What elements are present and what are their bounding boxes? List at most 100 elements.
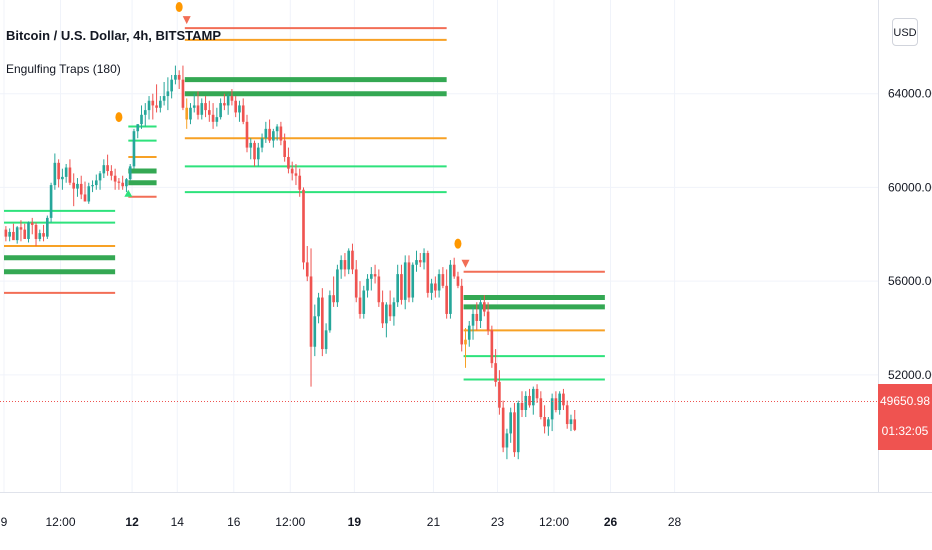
- candle-body: [317, 297, 320, 317]
- candle-body: [253, 142, 256, 160]
- engulf-dot: [454, 238, 462, 249]
- candle: [437, 269, 441, 298]
- candle-body: [230, 96, 234, 101]
- candle: [177, 70, 181, 90]
- candle: [102, 159, 106, 179]
- candle: [64, 164, 68, 183]
- candle: [57, 159, 60, 188]
- candle-body: [94, 180, 98, 186]
- candle-body: [72, 182, 76, 189]
- candle-body: [162, 96, 166, 101]
- candle: [547, 417, 550, 436]
- candle-body: [294, 173, 298, 176]
- candle-body: [407, 262, 411, 298]
- candle-body: [336, 269, 339, 303]
- candle-body: [260, 138, 264, 148]
- candle-body: [483, 302, 486, 312]
- candle: [132, 128, 136, 169]
- price-tick-label: 64000.00: [888, 87, 932, 101]
- candle: [426, 250, 430, 298]
- candle-body: [113, 175, 117, 182]
- candle: [528, 388, 531, 408]
- candle: [434, 276, 437, 298]
- candle: [385, 302, 388, 338]
- candle: [403, 255, 407, 310]
- candle-body: [106, 165, 109, 172]
- candle-body: [196, 105, 200, 115]
- candle: [279, 121, 283, 146]
- candle-body: [121, 182, 124, 187]
- candle: [256, 142, 260, 167]
- candle: [415, 250, 418, 272]
- candle-body: [241, 105, 245, 122]
- candle-body: [531, 388, 535, 406]
- candle-body: [373, 274, 377, 277]
- candle: [19, 220, 23, 242]
- candle-body: [166, 91, 170, 97]
- time-tick-label: 19: [348, 515, 362, 529]
- candle-body: [185, 107, 189, 120]
- candle: [471, 306, 475, 340]
- chart-grid: [0, 0, 878, 492]
- candle-body: [449, 264, 452, 314]
- candle: [313, 304, 317, 357]
- candle-body: [83, 194, 87, 202]
- candle: [189, 103, 192, 125]
- candle-body: [19, 227, 23, 230]
- candle: [336, 264, 339, 307]
- candle: [362, 285, 366, 319]
- candle: [38, 229, 42, 242]
- candle: [196, 91, 200, 120]
- currency-button[interactable]: USD: [892, 18, 918, 46]
- candle: [358, 281, 362, 319]
- candle-body: [456, 276, 460, 286]
- candle: [223, 93, 226, 111]
- candle: [272, 128, 275, 148]
- candle: [166, 77, 170, 111]
- candle: [275, 124, 279, 141]
- candle-body: [396, 274, 399, 303]
- price-scale[interactable]: 64000.00 60000.00 56000.00 52000.00: [888, 87, 932, 382]
- candle-body: [151, 100, 155, 106]
- candle: [573, 410, 577, 432]
- candle-body: [460, 285, 464, 345]
- candle: [388, 290, 392, 321]
- candle: [83, 181, 87, 202]
- candle-body: [441, 274, 445, 286]
- candle-body: [305, 262, 309, 277]
- candle: [479, 297, 482, 328]
- candle-body: [475, 313, 479, 321]
- candle: [332, 276, 335, 307]
- candle-body: [302, 189, 305, 263]
- candle-body: [211, 114, 215, 122]
- candle-body: [324, 330, 328, 350]
- candle: [456, 271, 460, 289]
- candle: [79, 175, 83, 200]
- candle: [215, 107, 219, 127]
- candle: [76, 178, 79, 197]
- candle-body: [23, 229, 27, 239]
- candle-body: [554, 398, 558, 410]
- candle-body: [388, 304, 392, 317]
- candle: [15, 226, 19, 244]
- candle: [396, 264, 399, 307]
- candle-body: [550, 398, 554, 420]
- candle: [524, 391, 528, 418]
- candle-body: [403, 262, 407, 300]
- candle: [475, 302, 479, 331]
- candle: [128, 164, 132, 181]
- candle: [143, 103, 147, 127]
- candle-body: [411, 264, 415, 298]
- candle: [181, 65, 185, 111]
- candle-body: [177, 74, 181, 80]
- trap-levels: [4, 27, 605, 381]
- time-tick-label: 26: [604, 515, 618, 529]
- time-axis[interactable]: 9 12:00 12 14 16 12:00 19 21 23 12:00 26 28: [1, 515, 682, 529]
- candle-body: [351, 250, 354, 270]
- candle-body: [471, 313, 475, 326]
- candle-body: [347, 250, 351, 270]
- candle-body: [68, 167, 72, 183]
- candle-body: [249, 142, 253, 148]
- candle-body: [110, 171, 113, 176]
